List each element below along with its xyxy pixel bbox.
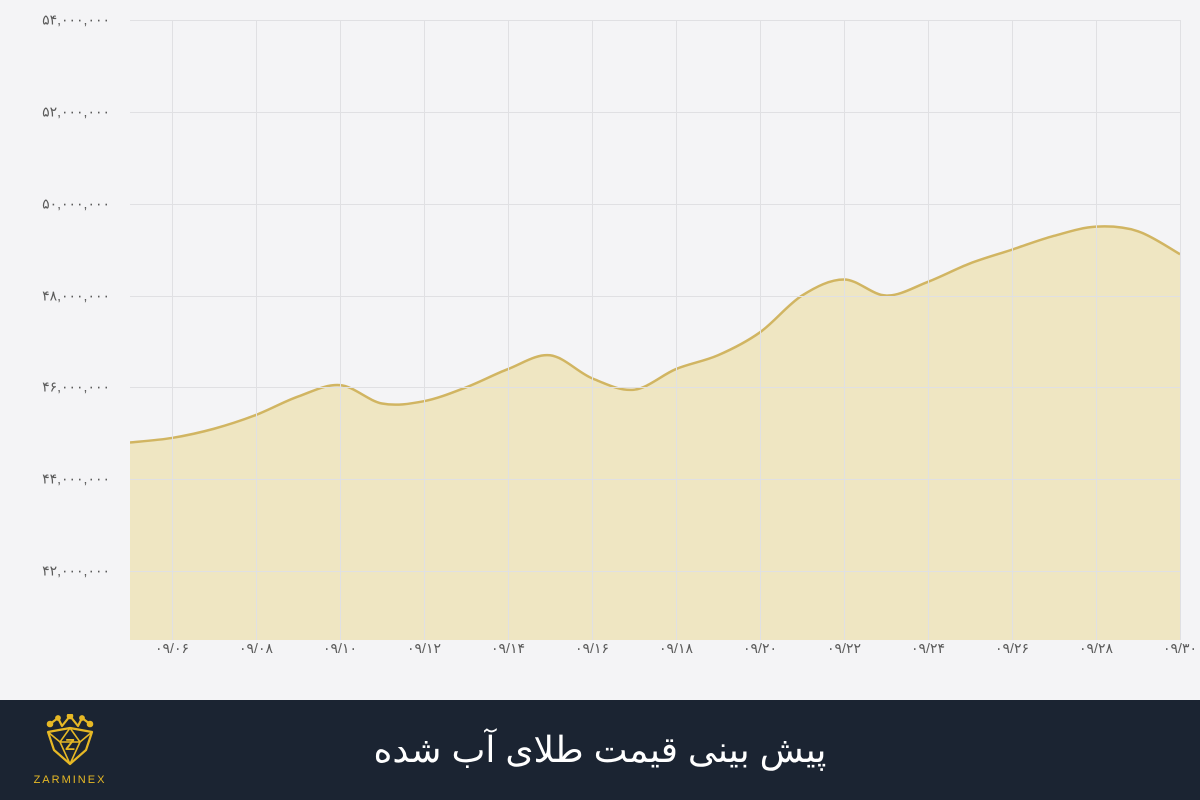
y-axis-label: ۴۴,۰۰۰,۰۰۰: [42, 471, 110, 488]
x-axis-label: ۰۹/۱۲: [407, 640, 441, 657]
gridline-vertical: [844, 20, 845, 640]
footer-bar: Z ZARMINEX پیش بینی قیمت طلای آب شده: [0, 700, 1200, 800]
footer-title: پیش بینی قیمت طلای آب شده: [374, 729, 827, 771]
svg-text:Z: Z: [65, 737, 75, 754]
y-axis-label: ۵۴,۰۰۰,۰۰۰: [42, 12, 110, 29]
x-axis-label: ۰۹/۲۰: [743, 640, 777, 657]
gridline-horizontal: [130, 20, 1180, 21]
area-chart-svg: [130, 20, 1180, 640]
gridline-vertical: [592, 20, 593, 640]
x-axis-label: ۰۹/۲۲: [827, 640, 861, 657]
gridline-vertical: [1180, 20, 1181, 640]
area-fill: [130, 226, 1180, 640]
chart-area: ۴۲,۰۰۰,۰۰۰ ۴۴,۰۰۰,۰۰۰ ۴۶,۰۰۰,۰۰۰ ۴۸,۰۰۰,۰۰۰…: [0, 0, 1200, 700]
y-axis-label: ۵۰,۰۰۰,۰۰۰: [42, 195, 110, 212]
gridline-vertical: [1096, 20, 1097, 640]
brand-name: ZARMINEX: [30, 774, 110, 786]
y-axis-label: ۴۸,۰۰۰,۰۰۰: [42, 287, 110, 304]
plot-region: [130, 20, 1180, 640]
gridline-vertical: [424, 20, 425, 640]
y-axis-label: ۴۶,۰۰۰,۰۰۰: [42, 379, 110, 396]
x-axis-label: ۰۹/۲۸: [1079, 640, 1113, 657]
gridline-vertical: [340, 20, 341, 640]
x-axis-label: ۰۹/۲۴: [911, 640, 945, 657]
x-axis-label: ۰۹/۱۴: [491, 640, 525, 657]
gridline-vertical: [256, 20, 257, 640]
x-axis-label: ۰۹/۰۶: [155, 640, 189, 657]
gridline-vertical: [508, 20, 509, 640]
brand-logo: Z ZARMINEX: [30, 714, 110, 786]
x-axis-label: ۰۹/۲۶: [995, 640, 1029, 657]
gridline-vertical: [928, 20, 929, 640]
x-axis-label: ۰۹/۱۰: [323, 640, 357, 657]
x-axis-label: ۰۹/۰۸: [239, 640, 273, 657]
gridline-horizontal: [130, 479, 1180, 480]
gridline-horizontal: [130, 387, 1180, 388]
gridline-vertical: [676, 20, 677, 640]
x-axis-label: ۰۹/۳۰: [1163, 640, 1197, 657]
gridline-horizontal: [130, 204, 1180, 205]
gridline-horizontal: [130, 112, 1180, 113]
y-axis-label: ۴۲,۰۰۰,۰۰۰: [42, 563, 110, 580]
x-axis-labels: ۰۹/۰۶ ۰۹/۰۸ ۰۹/۱۰ ۰۹/۱۲ ۰۹/۱۴ ۰۹/۱۶ ۰۹/۱۸ ۰۹/۲۰…: [130, 640, 1180, 665]
gridline-vertical: [760, 20, 761, 640]
x-axis-label: ۰۹/۱۶: [575, 640, 609, 657]
gridline-vertical: [1012, 20, 1013, 640]
gridline-horizontal: [130, 571, 1180, 572]
gridline-vertical: [172, 20, 173, 640]
x-axis-label: ۰۹/۱۸: [659, 640, 693, 657]
y-axis-labels: ۴۲,۰۰۰,۰۰۰ ۴۴,۰۰۰,۰۰۰ ۴۶,۰۰۰,۰۰۰ ۴۸,۰۰۰,۰۰۰…: [20, 20, 120, 640]
gridline-horizontal: [130, 296, 1180, 297]
crown-diamond-icon: Z: [30, 714, 110, 772]
y-axis-label: ۵۲,۰۰۰,۰۰۰: [42, 103, 110, 120]
